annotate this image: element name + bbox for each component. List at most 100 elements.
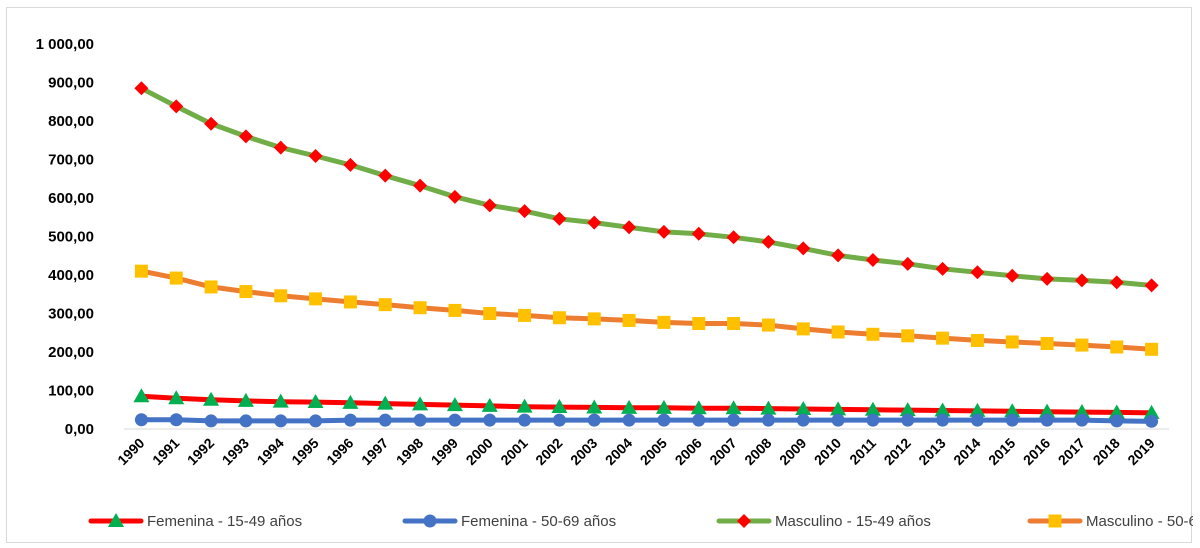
data-point-series-2 xyxy=(865,252,880,267)
legend-marker xyxy=(1048,514,1062,528)
x-tick-label: 2018 xyxy=(1090,435,1123,468)
data-point-series-1 xyxy=(796,413,810,427)
data-point-series-1 xyxy=(692,413,706,427)
data-point-series-3 xyxy=(866,327,880,341)
chart-frame: 0,00 100,00 200,00 300,00 400,00 500,00 600,00… xyxy=(6,7,1193,543)
series-line-3 xyxy=(138,268,1155,352)
y-tick-label: 0,00 xyxy=(65,421,94,438)
x-tick-label: 1999 xyxy=(428,435,461,468)
data-point-series-1 xyxy=(343,413,357,427)
line-chart: 0,00 100,00 200,00 300,00 400,00 500,00 600,00… xyxy=(36,36,1193,530)
data-point-series-0 xyxy=(377,395,394,410)
x-tick-label: 1998 xyxy=(393,435,426,468)
x-tick-label: 1990 xyxy=(114,435,147,468)
data-point-series-3 xyxy=(343,295,357,309)
series-lines xyxy=(138,85,1155,424)
data-point-series-2 xyxy=(343,157,358,172)
data-point-series-2 xyxy=(796,241,811,256)
data-point-series-2 xyxy=(204,116,219,131)
data-point-series-2 xyxy=(413,178,428,193)
data-point-series-3 xyxy=(796,322,810,336)
data-point-series-1 xyxy=(134,413,148,427)
data-point-series-1 xyxy=(239,414,253,428)
series-line-1 xyxy=(138,417,1155,424)
data-point-series-0 xyxy=(586,399,603,414)
y-tick-label: 600,00 xyxy=(48,190,94,207)
data-point-series-0 xyxy=(864,401,881,416)
y-tick-label: 300,00 xyxy=(48,306,94,323)
data-point-series-1 xyxy=(378,413,392,427)
data-point-series-0 xyxy=(516,398,533,413)
data-point-series-1 xyxy=(831,413,845,427)
legend-item-2: Masculino - 15-49 años xyxy=(716,513,931,530)
y-axis: 0,00 100,00 200,00 300,00 400,00 500,00 600,00… xyxy=(36,36,94,438)
data-point-series-0 xyxy=(481,397,498,412)
data-point-series-3 xyxy=(1040,337,1054,351)
x-tick-label: 2016 xyxy=(1020,435,1053,468)
data-point-series-1 xyxy=(274,414,288,428)
data-point-series-3 xyxy=(761,318,775,332)
x-tick-label: 2015 xyxy=(985,435,1018,468)
x-tick-label: 2008 xyxy=(741,435,774,468)
legend-label: Masculino - 50-69 años xyxy=(1086,513,1193,530)
x-tick-label: 2009 xyxy=(776,435,809,468)
x-tick-label: 2011 xyxy=(846,435,879,468)
data-point-series-2 xyxy=(1040,271,1055,286)
y-tick-label: 100,00 xyxy=(48,383,94,400)
data-point-series-3 xyxy=(622,313,636,327)
data-point-series-0 xyxy=(655,399,672,414)
x-tick-label: 2013 xyxy=(915,435,948,468)
data-point-series-1 xyxy=(901,413,915,427)
x-tick-label: 1993 xyxy=(219,435,252,468)
data-point-series-3 xyxy=(936,331,950,345)
data-point-series-1 xyxy=(936,413,950,427)
x-tick-label: 2006 xyxy=(672,435,705,468)
data-point-series-3 xyxy=(309,292,323,306)
x-tick-label: 2012 xyxy=(881,435,914,468)
data-point-series-0 xyxy=(690,400,707,415)
data-point-series-0 xyxy=(621,399,638,414)
data-point-series-1 xyxy=(1005,413,1019,427)
data-point-series-2 xyxy=(935,261,950,276)
data-point-series-3 xyxy=(169,271,183,285)
y-tick-label: 900,00 xyxy=(48,75,94,92)
y-tick-label: 400,00 xyxy=(48,267,94,284)
x-tick-label: 2003 xyxy=(567,435,600,468)
data-point-series-3 xyxy=(239,285,253,299)
data-point-series-3 xyxy=(552,311,566,325)
data-point-series-0 xyxy=(1108,404,1125,419)
data-point-series-2 xyxy=(134,81,149,96)
data-point-series-1 xyxy=(483,413,497,427)
data-point-series-1 xyxy=(1145,414,1159,428)
data-point-series-3 xyxy=(274,289,288,303)
data-point-series-1 xyxy=(761,413,775,427)
data-point-series-1 xyxy=(727,413,741,427)
data-point-series-0 xyxy=(830,401,847,416)
data-point-series-3 xyxy=(518,308,532,322)
data-point-series-3 xyxy=(1075,338,1089,352)
legend-marker xyxy=(423,514,437,528)
x-tick-label: 1991 xyxy=(149,435,182,468)
data-point-series-0 xyxy=(307,394,324,409)
data-point-series-1 xyxy=(657,413,671,427)
data-point-series-2 xyxy=(308,149,323,164)
data-point-series-3 xyxy=(448,303,462,317)
data-point-series-3 xyxy=(204,280,218,294)
data-point-series-0 xyxy=(133,388,150,403)
data-point-series-2 xyxy=(169,99,184,114)
legend-label: Femenina - 15-49 años xyxy=(147,513,302,530)
data-point-series-2 xyxy=(761,234,776,249)
x-tick-label: 1992 xyxy=(184,435,217,468)
data-point-series-0 xyxy=(1004,403,1021,418)
data-point-series-3 xyxy=(727,317,741,331)
data-point-series-0 xyxy=(934,402,951,417)
legend: Femenina - 15-49 años Femenina - 50-69 añ… xyxy=(88,513,1193,530)
data-point-series-1 xyxy=(413,413,427,427)
y-tick-label: 700,00 xyxy=(48,152,94,169)
data-point-series-2 xyxy=(378,168,393,183)
data-point-series-1 xyxy=(1075,413,1089,427)
data-point-series-2 xyxy=(1109,275,1124,290)
series-markers xyxy=(133,81,1160,428)
data-point-series-0 xyxy=(899,402,916,417)
data-point-series-2 xyxy=(552,211,567,226)
